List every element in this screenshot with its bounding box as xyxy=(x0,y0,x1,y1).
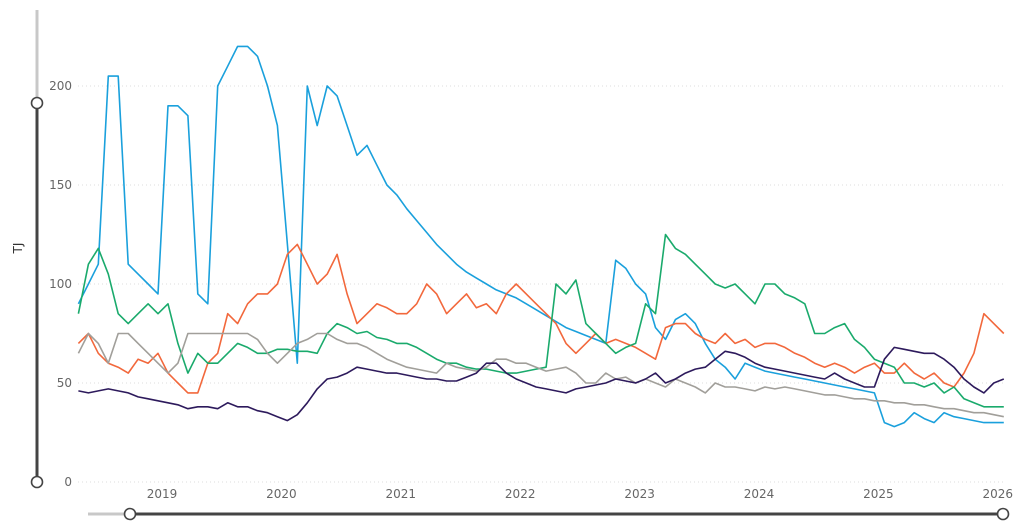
y-axis-title: TJ xyxy=(11,243,25,255)
series-line-5 xyxy=(78,346,1005,422)
y-tick-label: 50 xyxy=(57,376,72,390)
series-line-2 xyxy=(77,243,1005,394)
x-tick-label: 2026 xyxy=(983,487,1014,501)
y-axis: 0 50 100 150 200 xyxy=(49,79,72,489)
x-tick-label: 2022 xyxy=(505,487,536,501)
x-range-slider[interactable] xyxy=(88,507,1010,521)
x-slider-left-handle[interactable] xyxy=(123,507,137,521)
x-tick-label: 2024 xyxy=(744,487,775,501)
x-tick-label: 2025 xyxy=(863,487,894,501)
y-tick-label: 0 xyxy=(64,475,72,489)
x-tick-label: 2021 xyxy=(386,487,417,501)
y-tick-label: 150 xyxy=(49,178,72,192)
x-tick-label: 2019 xyxy=(147,487,178,501)
x-tick-label: 2023 xyxy=(624,487,655,501)
y-tick-label: 100 xyxy=(49,277,72,291)
y-range-slider[interactable] xyxy=(30,10,44,489)
y-slider-bottom-handle[interactable] xyxy=(30,475,44,489)
y-slider-top-handle[interactable] xyxy=(30,96,44,110)
x-slider-right-handle[interactable] xyxy=(996,507,1010,521)
x-tick-label: 2020 xyxy=(266,487,297,501)
series-line-4 xyxy=(77,332,1004,418)
x-axis: 2019 2020 2021 2022 2023 2024 2025 2026 xyxy=(147,487,1013,501)
series-lines xyxy=(77,45,1005,428)
y-tick-label: 200 xyxy=(49,79,72,93)
series-line-1 xyxy=(77,45,1004,428)
series-line-3 xyxy=(77,233,1004,408)
gridlines xyxy=(78,85,1005,483)
